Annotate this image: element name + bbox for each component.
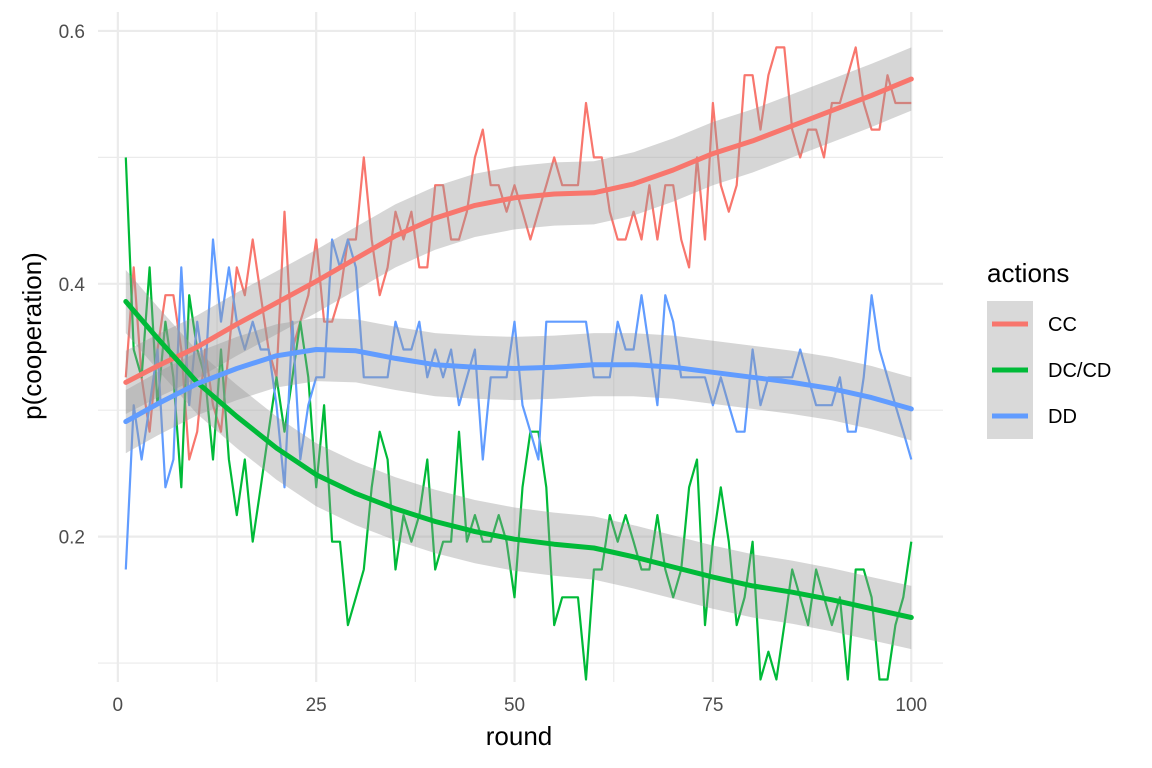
legend-label: DC/CD (1048, 360, 1111, 382)
legend: actions CC DC/CD DD (987, 258, 1111, 439)
x-axis-ticks: 0 25 50 75 100 (113, 695, 928, 716)
legend-label: CC (1048, 314, 1077, 336)
confidence-band-dc-cd (125, 269, 912, 650)
smooth-line-cc (123, 76, 914, 385)
x-tick-label: 75 (702, 695, 723, 716)
y-tick-label: 0.6 (59, 22, 85, 43)
x-tick-label: 50 (504, 695, 525, 716)
x-tick-label: 0 (113, 695, 124, 716)
confidence-bands (125, 47, 912, 650)
x-tick-label: 100 (895, 695, 927, 716)
legend-label: DD (1048, 406, 1077, 428)
smooth-line-dc-cd (123, 299, 914, 620)
y-axis-ticks: 0.2 0.4 0.6 (59, 22, 86, 549)
confidence-band-cc (125, 47, 912, 415)
y-tick-label: 0.2 (59, 528, 85, 549)
x-axis-title: round (486, 721, 553, 751)
series-line-dd (124, 238, 913, 570)
smooth-line-dd (123, 347, 914, 425)
x-tick-label: 25 (306, 695, 327, 716)
y-tick-label: 0.4 (59, 275, 86, 296)
series-line-dc-cd (124, 157, 913, 681)
smooth-lines (123, 76, 914, 620)
legend-title: actions (987, 258, 1069, 288)
y-axis-title: p(cooperation) (17, 252, 47, 420)
grid-major (98, 12, 943, 682)
